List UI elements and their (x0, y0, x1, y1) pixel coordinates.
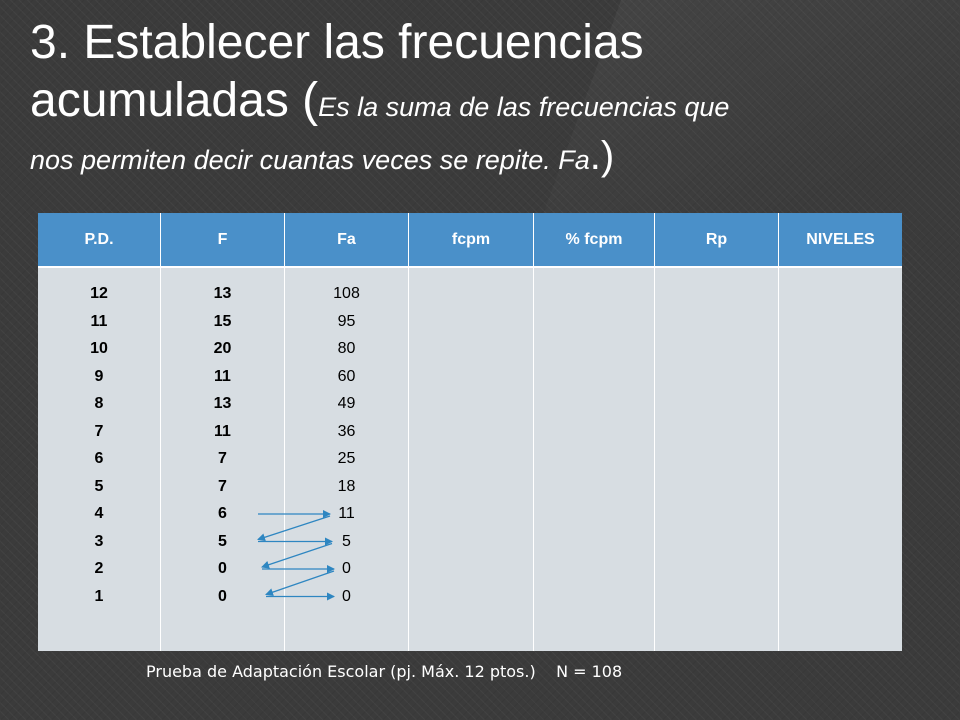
column-f: 13 15 20 11 13 11 7 7 6 5 0 0 (161, 268, 285, 651)
slide-title: 3. Establecer las frecuencias acumuladas… (30, 14, 935, 186)
pd-value: 6 (94, 450, 104, 467)
f-value: 11 (214, 367, 231, 385)
f-value: 0 (218, 587, 227, 605)
pd-value: 12 (90, 285, 108, 302)
pd-value: 4 (94, 505, 104, 522)
title-paren-close: ) (600, 134, 615, 178)
pd-value: 2 (94, 560, 104, 577)
pd-value: 3 (94, 532, 104, 550)
fa-value: 11 (338, 505, 355, 522)
fa-value: 0 (342, 587, 351, 605)
pd-value: 8 (94, 395, 104, 412)
title-definition-1: Es la suma de las frecuencias que (318, 92, 730, 122)
column-percent-fcpm (534, 268, 655, 651)
fa-value: 18 (337, 477, 356, 495)
frequency-table: P.D. F Fa fcpm % fcpm Rp NIVELES 12 11 10 9… (38, 213, 902, 651)
column-fcpm (409, 268, 534, 651)
fa-value: 36 (337, 422, 356, 440)
fa-value: 108 (333, 285, 360, 302)
header-pd: P.D. (38, 213, 161, 266)
footer-caption: Prueba de Adaptación Escolar (pj. Máx. 1… (146, 662, 623, 681)
fa-value: 95 (337, 312, 356, 330)
header-rp: Rp (655, 213, 779, 266)
pd-value: 5 (94, 477, 104, 495)
f-value: 0 (218, 560, 227, 577)
title-definition-2: nos permiten decir cuantas veces se repi… (30, 145, 590, 175)
pd-value: 9 (94, 367, 104, 385)
column-niveles (779, 268, 902, 651)
f-value: 6 (218, 505, 227, 522)
f-value: 13 (213, 395, 232, 412)
fa-value: 60 (337, 367, 356, 385)
header-f: F (161, 213, 285, 266)
f-value: 7 (218, 450, 227, 467)
title-line-2: acumuladas (30, 74, 303, 127)
fa-value: 5 (342, 532, 351, 550)
fa-value: 25 (337, 450, 356, 467)
f-value: 7 (218, 477, 227, 495)
header-fa: Fa (285, 213, 409, 266)
table-header-row: P.D. F Fa fcpm % fcpm Rp NIVELES (38, 213, 902, 266)
header-percent-fcpm: % fcpm (534, 213, 655, 266)
pd-value: 11 (90, 312, 108, 330)
pd-value: 7 (94, 422, 104, 440)
header-fcpm: fcpm (409, 213, 534, 266)
column-fa: 108 95 80 60 49 36 25 18 11 5 0 0 (285, 268, 409, 651)
f-value: 20 (213, 340, 232, 357)
title-period: . (589, 134, 601, 178)
pd-value: 1 (94, 587, 104, 605)
table-body: 12 11 10 9 8 7 6 5 4 3 2 1 13 15 20 11 13 11 7 7 6 5 0 0 108 95… (38, 266, 902, 651)
f-value: 5 (218, 532, 227, 550)
f-value: 11 (214, 422, 231, 440)
fa-value: 80 (337, 340, 356, 357)
f-value: 13 (213, 285, 232, 302)
fa-value: 49 (337, 395, 356, 412)
pd-value: 10 (90, 340, 108, 357)
fa-value: 0 (342, 560, 351, 577)
column-pd: 12 11 10 9 8 7 6 5 4 3 2 1 (38, 268, 161, 651)
title-paren-open: ( (302, 74, 319, 127)
header-niveles: NIVELES (806, 230, 875, 248)
column-rp (655, 268, 779, 651)
title-line-1: 3. Establecer las frecuencias (30, 16, 644, 69)
f-value: 15 (213, 312, 232, 330)
